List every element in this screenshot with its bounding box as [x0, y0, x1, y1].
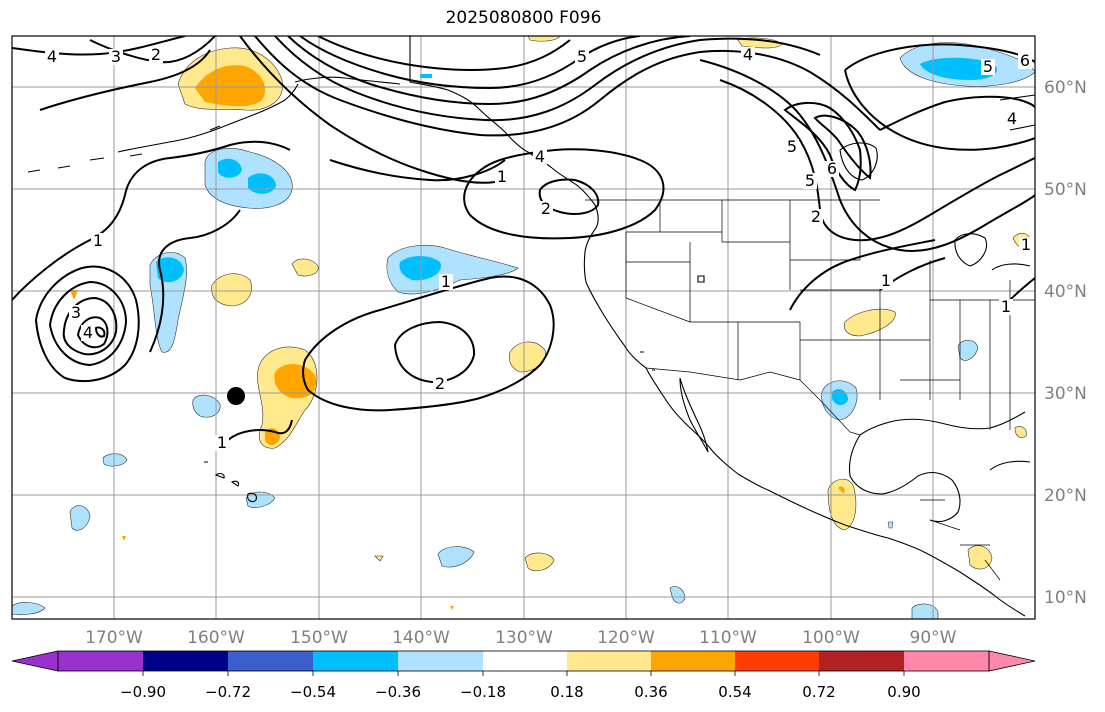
- lon-label: 140°W: [392, 628, 450, 648]
- contour-label: 1: [999, 297, 1013, 316]
- contour-label-text: 3: [111, 47, 121, 66]
- lon-label: 120°W: [597, 628, 655, 648]
- contour-label: 5: [575, 47, 589, 66]
- contour-label-text: 5: [577, 47, 587, 66]
- contour-label: 2: [149, 45, 163, 64]
- contour-label: 1: [439, 272, 453, 291]
- colorbar-segment: [228, 651, 313, 671]
- lon-label: 110°W: [699, 628, 757, 648]
- lat-label: 60°N: [1044, 78, 1087, 98]
- colorbar-ticks: [142, 671, 905, 676]
- contour-label-text: 3: [71, 303, 81, 322]
- contour-label-text: 5: [805, 171, 815, 190]
- lon-label: 150°W: [290, 628, 348, 648]
- contour-label: 5: [803, 171, 817, 190]
- contour-label-text: 4: [535, 147, 545, 166]
- contour-label: 4: [533, 147, 547, 166]
- contour-label: 4: [81, 323, 95, 342]
- colorbar-tick-label: −0.72: [205, 683, 251, 701]
- lon-label: 160°W: [187, 628, 245, 648]
- colorbar-tick-label: 0.36: [634, 683, 667, 701]
- contour-label-text: 1: [441, 272, 451, 291]
- contour-label-text: 1: [497, 167, 507, 186]
- contour-label-text: 1: [1001, 297, 1011, 316]
- colorbar-tick-label: −0.18: [460, 683, 506, 701]
- latitude-labels: 60°N 50°N 40°N 30°N 20°N 10°N: [1044, 78, 1087, 608]
- contour-label: 1: [879, 271, 893, 290]
- colorbar-segment: [819, 651, 904, 671]
- lon-label: 90°W: [910, 628, 957, 648]
- colorbar-segment: [313, 651, 398, 671]
- contour-label-text: 2: [435, 374, 445, 393]
- storm-marker: [227, 387, 245, 405]
- colorbar-segment: [651, 651, 735, 671]
- contour-label-text: 4: [83, 323, 93, 342]
- contour-label: 4: [741, 45, 755, 64]
- contour-label-text: 1: [881, 271, 891, 290]
- colorbar-tick-label: −0.54: [290, 683, 336, 701]
- colorbar-extend-high: [988, 650, 1036, 672]
- contour-labels: 4 3 2 5 6 5 4 5 6 4 5 1 2 1 4 1 2 1 3 4 …: [45, 45, 1033, 452]
- colorbar-tick-label: 0.90: [887, 683, 920, 701]
- colorbar-tick-label: 0.18: [550, 683, 583, 701]
- lon-label: 170°W: [85, 628, 143, 648]
- contour-label-text: 2: [151, 45, 161, 64]
- lat-label: 30°N: [1044, 384, 1087, 404]
- contour-label: 5: [785, 137, 799, 156]
- contour-label-text: 4: [1007, 109, 1017, 128]
- contour-label-text: 6: [1020, 51, 1030, 70]
- lon-label: 130°W: [495, 628, 553, 648]
- colorbar-segment: [904, 651, 989, 671]
- anomaly-shading: [12, 36, 1035, 619]
- map-frame: [11, 35, 1036, 620]
- figure-title: 2025080800 F096: [445, 8, 602, 28]
- contour-label-text: 4: [47, 47, 57, 66]
- colorbar-segment: [567, 651, 651, 671]
- colorbar-segment: [483, 651, 567, 671]
- contour-lines: [12, 36, 1035, 441]
- colorbar-tick-label: −0.90: [120, 683, 166, 701]
- contour-label: 1: [1019, 235, 1033, 254]
- contour-label-text: 1: [93, 231, 103, 250]
- contour-label: 1: [495, 167, 509, 186]
- contour-label-text: 1: [217, 433, 227, 452]
- borders: [585, 199, 1035, 581]
- contour-label: 6: [825, 159, 839, 178]
- contour-label: 2: [539, 199, 553, 218]
- contour-label: 6: [1018, 51, 1032, 70]
- colorbar-segment: [398, 651, 483, 671]
- colorbar-extend-low: [11, 650, 59, 672]
- lat-label: 40°N: [1044, 282, 1087, 302]
- contour-label: 2: [809, 207, 823, 226]
- contour-label: 1: [91, 231, 105, 250]
- contour-label: 5: [981, 57, 995, 76]
- contour-label-text: 1: [1021, 235, 1031, 254]
- contour-label: 3: [69, 303, 83, 322]
- contour-label-text: 5: [983, 57, 993, 76]
- contour-label-text: 2: [541, 199, 551, 218]
- lon-label: 100°W: [802, 628, 860, 648]
- colorbar-tick-label: 0.72: [802, 683, 835, 701]
- contour-label: 2: [433, 374, 447, 393]
- longitude-labels: 170°W 160°W 150°W 140°W 130°W 120°W 110°…: [85, 628, 957, 648]
- lat-label: 50°N: [1044, 180, 1087, 200]
- colorbar-segment: [58, 651, 143, 671]
- lat-label: 20°N: [1044, 486, 1087, 506]
- contour-label: 4: [45, 47, 59, 66]
- colorbar-tick-label: −0.36: [375, 683, 421, 701]
- contour-label-text: 4: [743, 45, 753, 64]
- contour-label: 1: [215, 433, 229, 452]
- colorbar-segment: [735, 651, 819, 671]
- contour-label: 4: [1005, 109, 1019, 128]
- lat-label: 10°N: [1044, 588, 1087, 608]
- colorbar: −0.90 −0.72 −0.54 −0.36 −0.18 0.18 0.36 …: [11, 650, 1036, 701]
- colorbar-frame: [57, 650, 990, 672]
- contour-label: 3: [109, 47, 123, 66]
- contour-label-text: 6: [827, 159, 837, 178]
- contour-label-text: 2: [811, 207, 821, 226]
- colorbar-segment: [143, 651, 228, 671]
- colorbar-tick-label: 0.54: [718, 683, 751, 701]
- contour-label-text: 5: [787, 137, 797, 156]
